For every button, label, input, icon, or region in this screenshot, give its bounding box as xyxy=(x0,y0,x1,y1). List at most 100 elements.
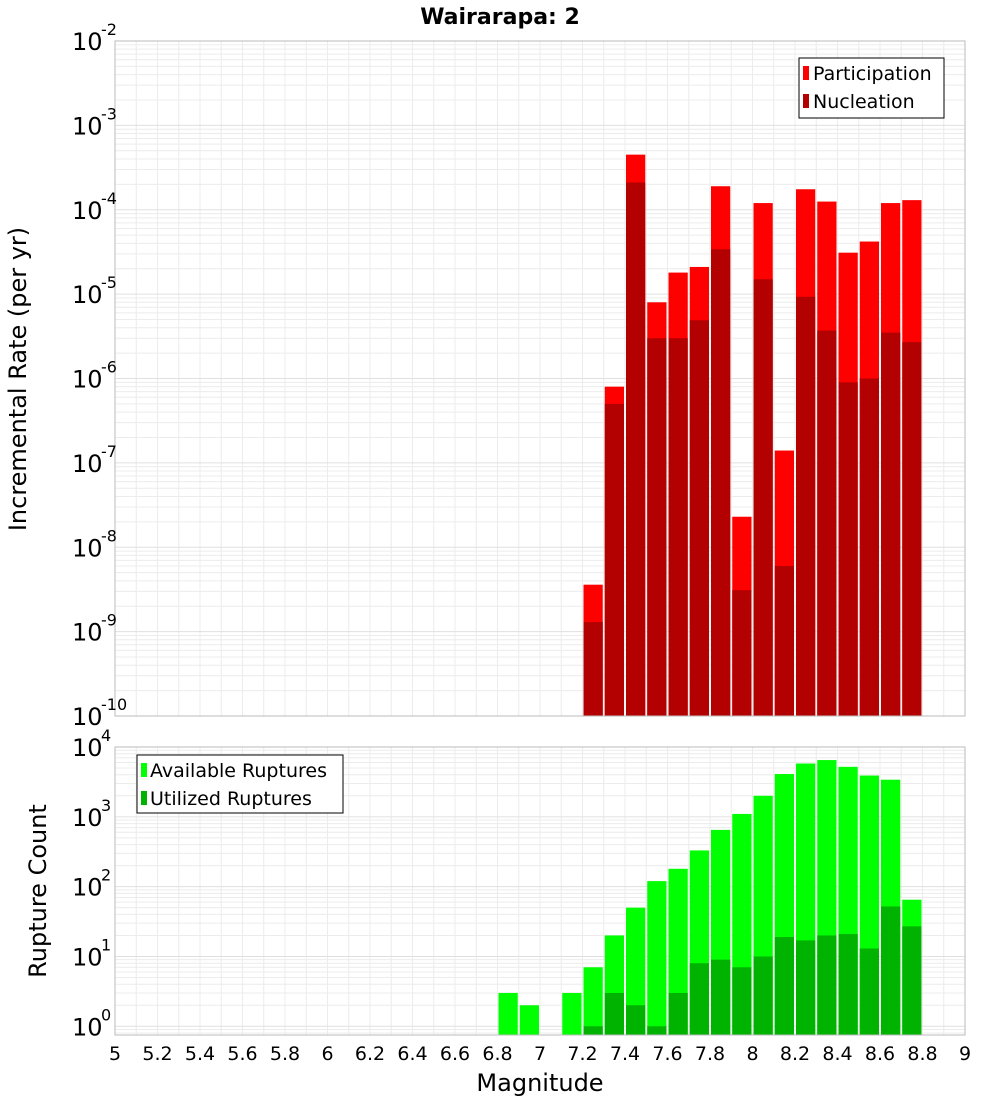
legend-nucleation-label: Nucleation xyxy=(813,91,915,113)
rate-y-ticks: 10-210-310-410-510-610-710-810-910-10 xyxy=(72,20,127,731)
y-tick-label: 102 xyxy=(72,866,111,902)
y-tick-base: 10 xyxy=(72,943,103,971)
legend-swatch-utilized xyxy=(141,791,147,805)
utilized-bar xyxy=(732,967,752,1035)
x-tick-label: 5.8 xyxy=(270,1043,300,1065)
y-tick-exponent: 3 xyxy=(101,796,111,815)
nucleation-bar xyxy=(881,332,901,716)
available-bar xyxy=(519,1005,539,1035)
y-tick-base: 10 xyxy=(72,281,103,309)
nucleation-bar xyxy=(583,622,603,716)
x-tick-label: 7 xyxy=(534,1043,546,1065)
y-tick-label: 101 xyxy=(72,935,111,971)
x-ticks: 5 5.2 5.4 5.6 5.8 6 6.2 6.4 6.6 6.8 7 7.2 7.4 7.6 7.8 8… xyxy=(109,1043,971,1065)
nucleation-bar xyxy=(626,182,646,716)
legend-available-label: Available Ruptures xyxy=(150,760,327,782)
rate-plot: 10-210-310-410-510-610-710-810-910-10 In… xyxy=(4,20,966,731)
y-tick-exponent: 0 xyxy=(101,1005,111,1024)
y-tick-base: 10 xyxy=(72,534,103,562)
nucleation-bar xyxy=(689,320,709,716)
x-tick-label: 7.4 xyxy=(610,1043,640,1065)
y-tick-base: 10 xyxy=(72,197,103,225)
x-axis-label: Magnitude xyxy=(476,1069,603,1097)
utilized-bar xyxy=(689,963,709,1035)
utilized-bar xyxy=(817,935,837,1035)
utilized-bar xyxy=(668,992,688,1035)
legend-utilized-label: Utilized Ruptures xyxy=(150,788,312,810)
y-tick-label: 10-2 xyxy=(72,20,117,56)
available-bar xyxy=(583,967,603,1035)
count-y-axis-label: Rupture Count xyxy=(24,804,52,978)
y-tick-base: 10 xyxy=(72,450,103,478)
y-tick-label: 104 xyxy=(72,726,111,762)
y-tick-base: 10 xyxy=(72,734,103,762)
y-tick-label: 103 xyxy=(72,796,111,832)
rate-grid xyxy=(114,41,966,717)
x-tick-label: 5.2 xyxy=(142,1043,172,1065)
y-tick-label: 10-5 xyxy=(72,273,117,309)
x-tick-label: 6.4 xyxy=(397,1043,427,1065)
x-tick-label: 8 xyxy=(746,1043,758,1065)
nucleation-bar xyxy=(753,279,773,716)
nucleation-bar xyxy=(668,338,688,716)
legend-participation-label: Participation xyxy=(813,63,932,85)
available-bar xyxy=(562,992,582,1035)
utilized-bar xyxy=(859,948,879,1035)
y-tick-label: 10-6 xyxy=(72,358,117,394)
utilized-bar xyxy=(583,1026,603,1035)
chart-title: Wairarapa: 2 xyxy=(420,5,580,30)
y-tick-exponent: -10 xyxy=(101,695,127,714)
utilized-bar xyxy=(902,926,922,1035)
y-tick-base: 10 xyxy=(72,619,103,647)
y-tick-exponent: -5 xyxy=(101,273,117,292)
utilized-bar xyxy=(774,936,794,1035)
nucleation-bar xyxy=(732,590,752,716)
y-tick-exponent: 1 xyxy=(101,935,111,954)
y-tick-exponent: -9 xyxy=(101,611,117,630)
rate-legend-box xyxy=(798,57,945,119)
y-tick-exponent: 4 xyxy=(101,726,111,745)
legend-swatch-available xyxy=(141,763,147,777)
y-tick-label: 10-9 xyxy=(72,611,117,647)
x-tick-label: 6.6 xyxy=(440,1043,470,1065)
x-tick-label: 5.4 xyxy=(185,1043,215,1065)
legend-swatch-nucleation xyxy=(803,94,809,108)
available-bar xyxy=(647,881,667,1035)
y-tick-label: 100 xyxy=(72,1005,111,1041)
utilized-bar xyxy=(711,959,731,1035)
y-tick-base: 10 xyxy=(72,366,103,394)
y-tick-exponent: -2 xyxy=(101,20,117,39)
nucleation-bar xyxy=(859,378,879,716)
count-legend-box xyxy=(136,754,344,814)
y-tick-exponent: -8 xyxy=(101,526,117,545)
nucleation-bar xyxy=(817,330,837,716)
x-tick-label: 7.2 xyxy=(567,1043,597,1065)
available-bar xyxy=(498,992,518,1035)
nucleation-bar xyxy=(774,565,794,716)
x-tick-label: 6.2 xyxy=(355,1043,385,1065)
utilized-bar xyxy=(796,940,816,1035)
y-tick-base: 10 xyxy=(72,1013,103,1041)
nucleation-bar xyxy=(711,249,731,716)
y-tick-base: 10 xyxy=(72,703,103,731)
rate-bars xyxy=(583,154,922,717)
x-tick-label: 5.6 xyxy=(227,1043,257,1065)
nucleation-bar xyxy=(902,342,922,716)
nucleation-bar xyxy=(647,338,667,716)
available-bar xyxy=(626,907,646,1035)
y-tick-label: 10-3 xyxy=(72,104,117,140)
x-tick-label: 7.6 xyxy=(652,1043,682,1065)
x-tick-label: 8.2 xyxy=(780,1043,810,1065)
x-tick-label: 8.8 xyxy=(907,1043,937,1065)
x-tick-label: 7.8 xyxy=(695,1043,725,1065)
y-tick-label: 10-4 xyxy=(72,189,117,225)
x-tick-label: 9 xyxy=(959,1043,971,1065)
utilized-bar xyxy=(647,1026,667,1035)
rate-plot-frame xyxy=(114,40,966,717)
y-tick-base: 10 xyxy=(72,28,103,56)
y-tick-exponent: -7 xyxy=(101,442,117,461)
y-tick-label: 10-10 xyxy=(72,695,127,731)
y-tick-exponent: 2 xyxy=(101,866,111,885)
